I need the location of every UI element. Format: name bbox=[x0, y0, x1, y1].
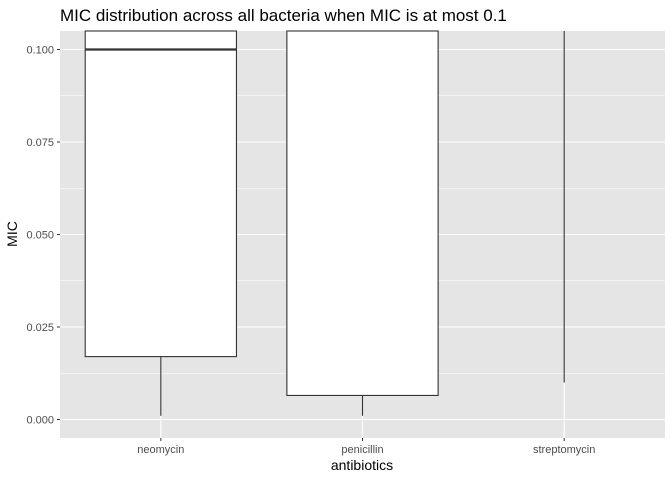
box-neomycin bbox=[84, 30, 238, 416]
box-rect bbox=[84, 30, 238, 358]
y-tick-label: 0.075 bbox=[26, 137, 54, 149]
x-tick-label: neomycin bbox=[137, 444, 184, 456]
x-tick-label: streptomycin bbox=[533, 444, 595, 456]
y-tick-label: 0.050 bbox=[26, 230, 54, 242]
axes: 0.000 0.025 0.050 0.075 0.100 neomycin penicil… bbox=[26, 45, 595, 457]
y-tick-label: 0.025 bbox=[26, 322, 54, 334]
x-tick-label: penicillin bbox=[341, 444, 383, 456]
y-tick-label: 0.100 bbox=[26, 45, 54, 57]
box-rect bbox=[286, 30, 439, 397]
chart-title: MIC distribution across all bacteria whe… bbox=[60, 6, 507, 25]
boxes bbox=[84, 30, 565, 416]
x-axis-title: antibiotics bbox=[331, 457, 393, 473]
y-axis-title: MIC bbox=[4, 221, 20, 247]
y-tick-label: 0.000 bbox=[26, 415, 54, 427]
box-penicillin bbox=[286, 30, 439, 416]
